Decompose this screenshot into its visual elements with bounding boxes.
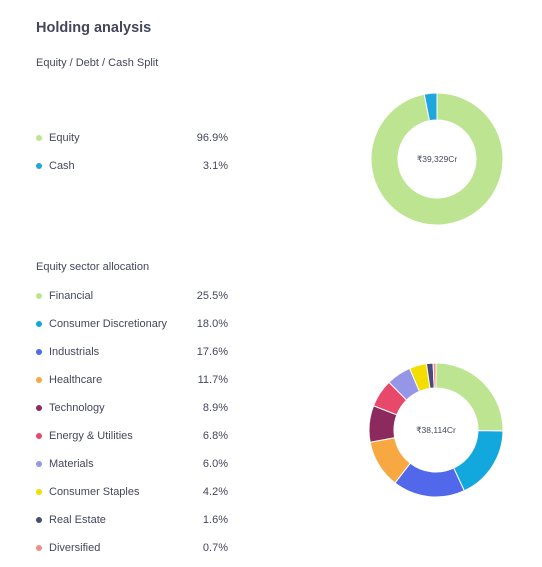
- donut-slice-financial: [435, 362, 504, 432]
- legend-label: Cash: [49, 160, 75, 172]
- legend-item-equity: Equity 96.9%: [36, 130, 228, 146]
- legend-label: Equity: [49, 132, 80, 144]
- section-title: Holding analysis: [36, 20, 152, 36]
- split-donut-chart: ₹39,329Cr: [370, 92, 504, 226]
- legend-value: 3.1%: [202, 160, 228, 172]
- legend-value: 6.8%: [202, 430, 228, 442]
- legend-label: Energy & Utilities: [49, 430, 133, 442]
- legend-item-consumer-staples: Consumer Staples 4.2%: [36, 484, 228, 500]
- legend-dot-icon: [36, 489, 42, 495]
- legend-value: 0.7%: [202, 542, 228, 554]
- legend-dot-icon: [36, 433, 42, 439]
- legend-label: Technology: [49, 402, 105, 414]
- legend-value: 25.5%: [196, 290, 228, 302]
- legend-dot-icon: [36, 135, 42, 141]
- legend-dot-icon: [36, 545, 42, 551]
- legend-label: Industrials: [49, 346, 100, 358]
- donut-slice-diversified: [432, 362, 437, 389]
- legend-value: 1.6%: [202, 514, 228, 526]
- donut-slice-consumer-discretionary: [453, 430, 504, 492]
- legend-item-real-estate: Real Estate 1.6%: [36, 512, 228, 528]
- legend-label: Real Estate: [49, 514, 106, 526]
- legend-item-industrials: Industrials 17.6%: [36, 344, 228, 360]
- legend-item-cash: Cash 3.1%: [36, 158, 228, 174]
- legend-value: 8.9%: [202, 402, 228, 414]
- legend-value: 6.0%: [202, 458, 228, 470]
- legend-dot-icon: [36, 461, 42, 467]
- split-subtitle: Equity / Debt / Cash Split: [36, 57, 159, 69]
- sector-donut-center-label: ₹38,114Cr: [416, 425, 456, 435]
- donut-slice-cash: [423, 92, 438, 122]
- legend-item-healthcare: Healthcare 11.7%: [36, 372, 228, 388]
- legend-label: Consumer Discretionary: [49, 318, 167, 330]
- legend-item-energy-utilities: Energy & Utilities 6.8%: [36, 428, 228, 444]
- legend-dot-icon: [36, 163, 42, 169]
- legend-value: 17.6%: [196, 346, 228, 358]
- legend-dot-icon: [36, 349, 42, 355]
- legend-value: 4.2%: [202, 486, 228, 498]
- legend-dot-icon: [36, 405, 42, 411]
- legend-label: Financial: [49, 290, 94, 302]
- sector-donut-chart: ₹38,114Cr: [368, 362, 504, 498]
- legend-dot-icon: [36, 321, 42, 327]
- legend-item-materials: Materials 6.0%: [36, 456, 228, 472]
- legend-label: Healthcare: [49, 374, 103, 386]
- legend-value: 11.7%: [197, 374, 228, 386]
- legend-dot-icon: [36, 293, 42, 299]
- legend-label: Consumer Staples: [49, 486, 140, 498]
- sector-subtitle: Equity sector allocation: [36, 261, 150, 273]
- legend-item-technology: Technology 8.9%: [36, 400, 228, 416]
- legend-item-diversified: Diversified 0.7%: [36, 540, 228, 556]
- legend-dot-icon: [36, 517, 42, 523]
- split-donut-center-label: ₹39,329Cr: [417, 154, 458, 164]
- legend-value: 96.9%: [196, 132, 228, 144]
- legend-item-financial: Financial 25.5%: [36, 288, 228, 304]
- legend-dot-icon: [36, 377, 42, 383]
- donut-slice-equity: [370, 92, 504, 226]
- legend-value: 18.0%: [196, 318, 228, 330]
- legend-label: Diversified: [49, 542, 101, 554]
- legend-item-consumer-discretionary: Consumer Discretionary 18.0%: [36, 316, 228, 332]
- legend-label: Materials: [49, 458, 94, 470]
